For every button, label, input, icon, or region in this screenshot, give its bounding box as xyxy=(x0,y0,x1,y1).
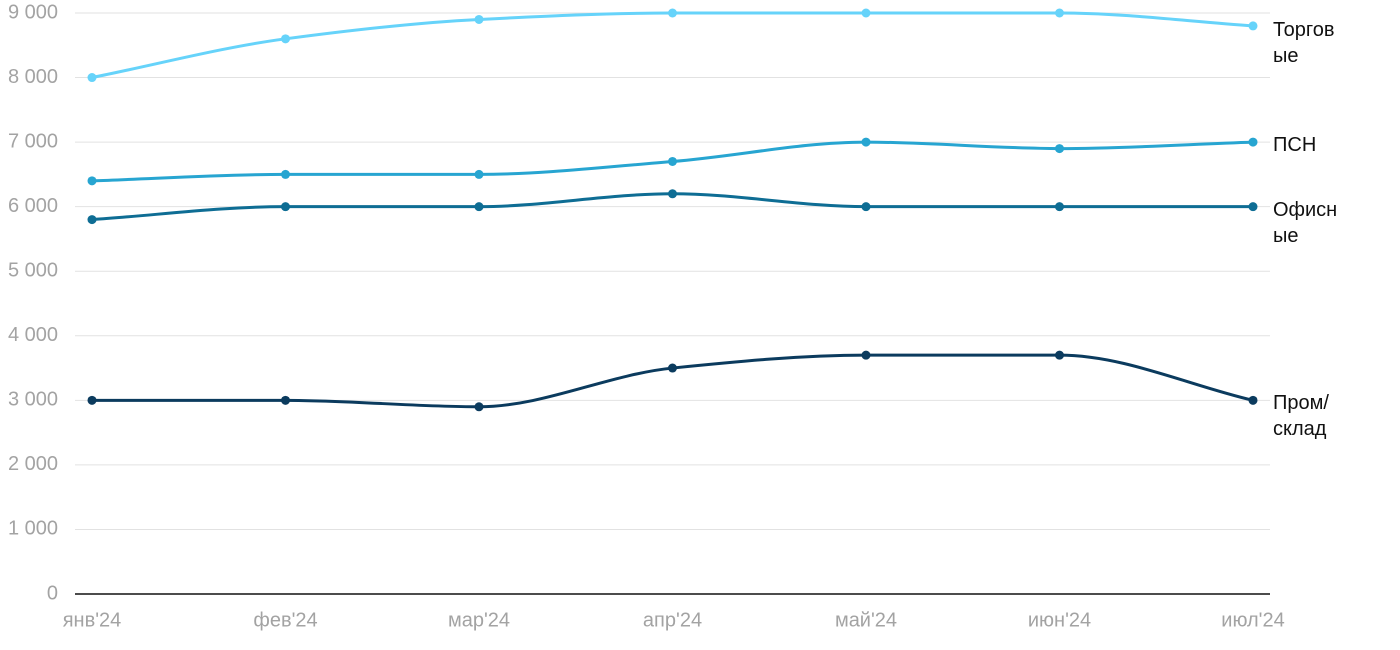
x-tick-label: май'24 xyxy=(835,609,897,631)
data-point xyxy=(861,8,871,18)
data-point xyxy=(474,14,484,24)
data-point xyxy=(1055,144,1064,154)
data-point xyxy=(281,395,290,405)
data-point xyxy=(474,169,484,179)
y-tick-label: 2 000 xyxy=(8,453,58,475)
data-point xyxy=(668,8,677,18)
data-point xyxy=(87,215,97,225)
y-tick-label: 7 000 xyxy=(8,130,58,152)
y-tick-label: 5 000 xyxy=(8,260,58,282)
series-label: ПСН xyxy=(1273,134,1317,157)
y-tick-label: 8 000 xyxy=(8,66,58,88)
x-tick-label: апр'24 xyxy=(643,609,702,631)
y-tick-label: 3 000 xyxy=(8,389,58,411)
series-label: Торговые xyxy=(1273,18,1335,67)
series-label: Офисные xyxy=(1273,198,1338,247)
data-point xyxy=(87,73,97,83)
data-point xyxy=(87,176,97,186)
data-point xyxy=(861,137,871,147)
x-tick-label: мар'24 xyxy=(448,609,510,631)
data-point xyxy=(861,350,871,360)
y-tick-label: 1 000 xyxy=(8,518,58,540)
data-point xyxy=(474,202,484,212)
data-point xyxy=(668,156,677,166)
x-tick-label: июн'24 xyxy=(1028,609,1091,631)
data-point xyxy=(668,189,677,199)
data-point xyxy=(1248,137,1258,147)
data-point xyxy=(1055,8,1064,18)
x-tick-label: июл'24 xyxy=(1221,609,1284,631)
data-point xyxy=(1248,202,1258,212)
series-line xyxy=(91,11,1254,80)
data-point xyxy=(281,202,290,212)
data-point xyxy=(87,395,97,405)
y-tick-label: 4 000 xyxy=(8,324,58,346)
data-point xyxy=(1248,21,1258,31)
x-tick-label: фев'24 xyxy=(253,609,317,631)
series-label: Пром/склад xyxy=(1273,392,1329,441)
data-point xyxy=(861,202,871,212)
data-point xyxy=(1248,395,1258,405)
data-point xyxy=(668,363,677,373)
data-point xyxy=(474,402,484,412)
data-point xyxy=(1055,350,1064,360)
y-tick-label: 6 000 xyxy=(8,195,58,217)
x-tick-label: янв'24 xyxy=(63,609,122,631)
series-line xyxy=(92,353,1254,409)
data-point xyxy=(1055,202,1064,212)
data-point xyxy=(281,34,290,44)
data-point xyxy=(281,169,290,179)
y-tick-label: 0 xyxy=(47,582,58,604)
y-tick-label: 9 000 xyxy=(8,1,58,23)
